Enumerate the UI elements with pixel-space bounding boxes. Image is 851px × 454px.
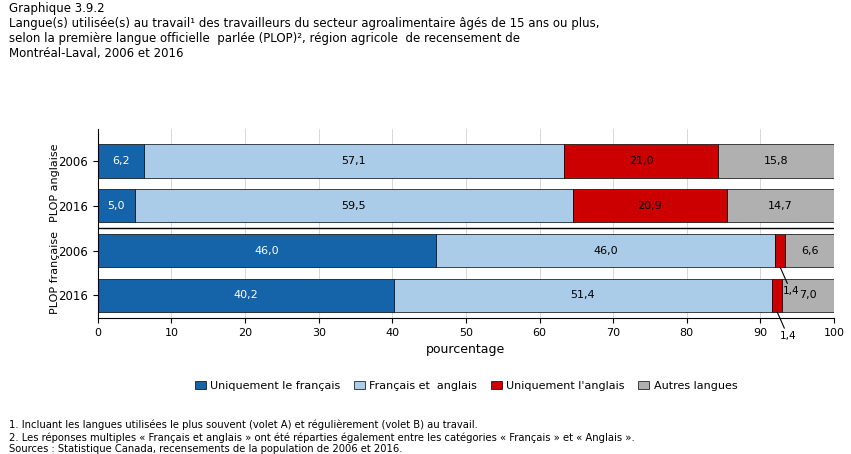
Bar (727, 189, 835, 222)
Text: 1. Incluant les langues utilisées le plus souvent (volet A) et régulièrement (vo: 1. Incluant les langues utilisées le plu… (9, 420, 634, 454)
Text: 6,6: 6,6 (801, 246, 819, 256)
Text: 15,8: 15,8 (764, 156, 789, 166)
Text: 7,0: 7,0 (799, 291, 817, 301)
Text: 59,5: 59,5 (341, 201, 366, 211)
Text: 57,1: 57,1 (341, 156, 366, 166)
Bar (144, 144, 564, 178)
Text: 21,0: 21,0 (629, 156, 654, 166)
Bar (98, 279, 394, 312)
Bar (437, 234, 775, 267)
Bar (134, 189, 573, 222)
Text: 20,9: 20,9 (637, 201, 662, 211)
Bar (98, 144, 144, 178)
Bar (718, 144, 835, 178)
Bar (573, 189, 727, 222)
Bar (782, 279, 834, 312)
Text: 6,2: 6,2 (111, 156, 129, 166)
Text: 51,4: 51,4 (571, 291, 596, 301)
Text: Graphique 3.9.2
Langue(s) utilisée(s) au travail¹ des travailleurs du secteur ag: Graphique 3.9.2 Langue(s) utilisée(s) au… (9, 2, 599, 60)
Legend: Uniquement le français, Français et  anglais, Uniquement l'anglais, Autres langu: Uniquement le français, Français et angl… (191, 376, 741, 395)
Bar (772, 279, 782, 312)
Text: 1,4: 1,4 (777, 312, 797, 341)
Text: 14,7: 14,7 (768, 201, 793, 211)
Bar (775, 234, 785, 267)
Bar (98, 189, 134, 222)
Text: 5,0: 5,0 (107, 201, 125, 211)
X-axis label: pourcentage: pourcentage (426, 343, 505, 356)
Bar (785, 234, 834, 267)
Text: 40,2: 40,2 (233, 291, 258, 301)
Text: 1,4: 1,4 (780, 267, 799, 296)
Bar (98, 234, 437, 267)
Text: 46,0: 46,0 (593, 246, 618, 256)
Text: PLOP française: PLOP française (50, 232, 60, 315)
Bar (564, 144, 718, 178)
Text: PLOP anglaise: PLOP anglaise (50, 144, 60, 222)
Text: 46,0: 46,0 (254, 246, 279, 256)
Bar (394, 279, 772, 312)
